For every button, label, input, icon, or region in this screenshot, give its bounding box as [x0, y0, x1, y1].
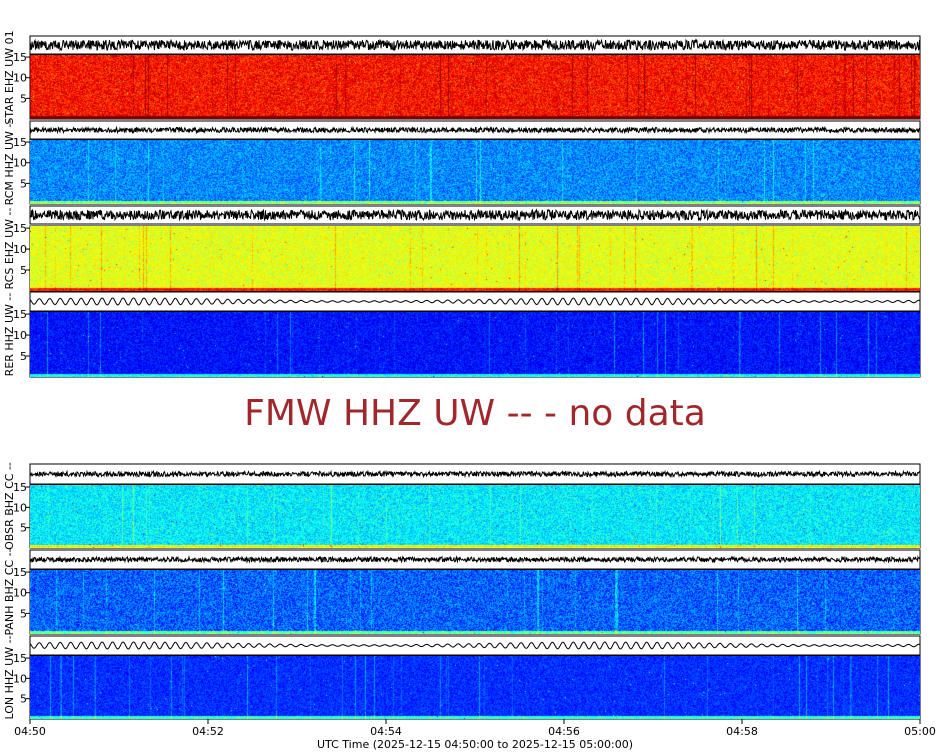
y-tick-label: 5	[20, 92, 27, 105]
x-axis-label: UTC Time (2025-12-15 04:50:00 to 2025-12…	[317, 738, 633, 751]
station-label: RCM HHZ UW --	[3, 120, 16, 206]
y-tick-label: 10	[13, 243, 27, 256]
y-tick-label: 10	[13, 672, 27, 685]
y-tick-label: 5	[20, 264, 27, 277]
y-tick-label: 10	[13, 587, 27, 600]
waveform-trace	[29, 469, 921, 479]
y-tick-label: 15	[13, 481, 27, 494]
spectrogram-panh	[30, 570, 920, 634]
y-tick-label: 10	[13, 72, 27, 85]
spectrogram-obsr	[30, 485, 920, 548]
spectrogram-rer	[30, 312, 920, 377]
y-tick-label: 15	[13, 652, 27, 665]
y-tick-label: 10	[13, 501, 27, 514]
station-label: RCS EHZ UW --	[3, 208, 16, 290]
waveform-trace	[29, 297, 921, 306]
station-label: STAR EHZ UW 01	[3, 30, 16, 124]
x-tick-label: 04:52	[192, 725, 224, 738]
waveform-frame	[29, 635, 921, 656]
y-tick-label: 5	[20, 607, 27, 620]
y-tick-label: 15	[13, 136, 27, 149]
y-tick-label: 10	[13, 329, 27, 342]
x-tick-label: 04:56	[548, 725, 580, 738]
x-tick-label: 05:00	[904, 725, 936, 738]
y-tick-label: 15	[13, 51, 27, 64]
waveform-trace	[29, 38, 921, 52]
y-tick-label: 10	[13, 157, 27, 170]
waveform-trace	[29, 555, 921, 564]
spectrogram-star	[30, 55, 920, 119]
waveform-trace	[29, 125, 921, 135]
y-tick-label: 15	[13, 308, 27, 321]
waveform-trace	[29, 641, 921, 650]
no-data-message: FMW HHZ UW -- - no data	[244, 393, 706, 434]
y-tick-label: 15	[13, 222, 27, 235]
x-tick-label: 04:50	[14, 725, 46, 738]
station-label: RER HHZ UW --	[3, 293, 16, 377]
waveform-trace	[29, 208, 921, 222]
station-label: PANH BHZ CC --	[3, 548, 16, 635]
y-tick-label: 5	[20, 693, 27, 706]
y-tick-label: 15	[13, 566, 27, 579]
y-tick-label: 5	[20, 522, 27, 535]
station-label: OBSR BHZ CC --	[3, 462, 16, 550]
y-tick-label: 5	[20, 177, 27, 190]
spectrogram-rcm	[30, 140, 920, 204]
waveform-frame	[29, 291, 921, 312]
spectrogram-lon	[30, 656, 920, 719]
y-tick-label: 5	[20, 350, 27, 363]
x-tick-label: 04:54	[370, 725, 402, 738]
station-label: LON HHZ UW --	[3, 635, 16, 719]
spectrogram-rcs	[30, 226, 920, 291]
x-tick-label: 04:58	[726, 725, 758, 738]
